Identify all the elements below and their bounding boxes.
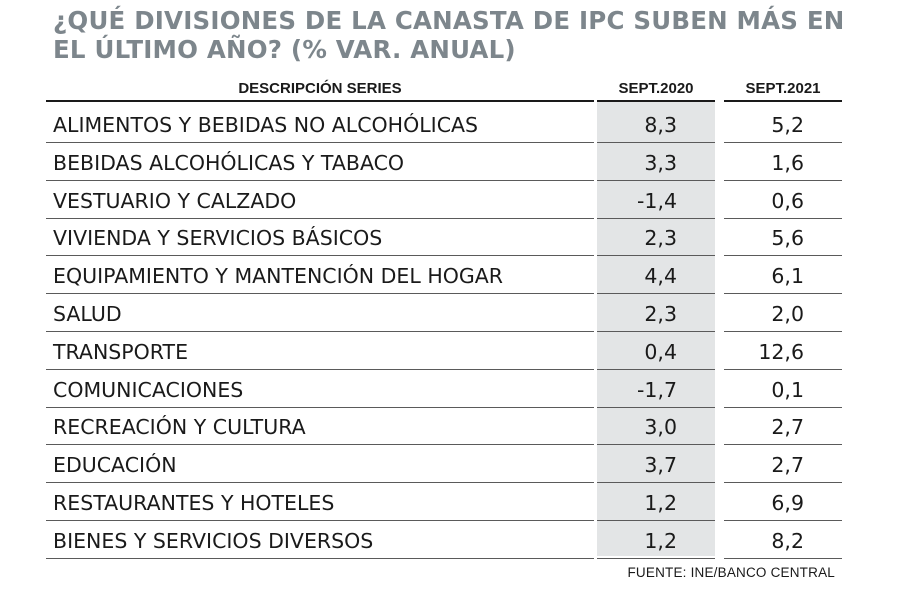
value-sept-2021: 12,6 xyxy=(758,339,804,364)
value-sept-2021: 2,7 xyxy=(771,415,804,440)
table-row: SALUD 2,3 2,0 xyxy=(46,294,842,332)
row-divider xyxy=(724,557,842,559)
row-label: SALUD xyxy=(53,302,122,326)
row-divider xyxy=(597,331,715,332)
value-sept-2020: 1,2 xyxy=(644,491,677,515)
value-sept-2020: 3,7 xyxy=(644,453,677,478)
column-header-sept-2021: SEPT.2021 xyxy=(745,80,821,97)
value-sept-2021: 6,1 xyxy=(771,264,804,289)
row-divider xyxy=(724,293,842,295)
value-sept-2021: 0,1 xyxy=(771,377,804,402)
table-row: TRANSPORTE 0,4 12,6 xyxy=(46,332,842,370)
value-sept-2020: 8,3 xyxy=(644,113,677,137)
value-sept-2021: 5,2 xyxy=(771,113,804,137)
row-divider xyxy=(724,331,842,332)
row-divider xyxy=(46,520,594,521)
value-sept-2021: 0,6 xyxy=(771,188,804,213)
row-divider xyxy=(724,406,842,408)
column-header-sept-2020: SEPT.2020 xyxy=(618,80,694,97)
value-sept-2020: 1,2 xyxy=(644,528,677,553)
value-sept-2020: -1,7 xyxy=(637,377,677,402)
row-divider xyxy=(724,368,842,370)
value-sept-2020: -1,4 xyxy=(637,188,677,213)
row-divider xyxy=(597,293,715,295)
column-header-description: DESCRIPCIÓN SERIES xyxy=(238,80,402,97)
row-divider xyxy=(724,520,842,521)
value-sept-2020: 2,3 xyxy=(644,226,677,251)
table-row: EQUIPAMIENTO Y MANTENCIÓN DEL HOGAR 4,4 6,… xyxy=(46,256,842,295)
row-divider xyxy=(597,557,715,559)
row-divider xyxy=(46,293,594,295)
table-row: COMUNICACIONES -1,7 0,1 xyxy=(46,370,842,408)
table-row: VESTUARIO Y CALZADO -1,4 0,6 xyxy=(46,181,842,219)
value-sept-2021: 2,7 xyxy=(771,453,804,478)
row-label: VIVIENDA Y SERVICIOS BÁSICOS xyxy=(53,226,383,251)
row-divider xyxy=(597,179,715,181)
row-label: BIENES Y SERVICIOS DIVERSOS xyxy=(53,528,374,553)
row-divider xyxy=(724,142,842,143)
row-divider xyxy=(724,444,842,446)
row-divider xyxy=(46,142,594,143)
row-divider xyxy=(46,217,594,219)
row-label: RESTAURANTES Y HOTELES xyxy=(53,491,335,515)
value-sept-2021: 8,2 xyxy=(771,528,804,553)
header-rule-sept-2020 xyxy=(597,100,715,102)
value-sept-2020: 2,3 xyxy=(644,302,677,326)
row-divider xyxy=(597,444,715,446)
row-divider xyxy=(597,406,715,408)
row-divider xyxy=(597,217,715,219)
table-row: BIENES Y SERVICIOS DIVERSOS 1,2 8,2 xyxy=(46,521,842,559)
source-note: FUENTE: INE/BANCO CENTRAL xyxy=(627,565,835,580)
row-divider xyxy=(597,255,715,257)
row-label: EDUCACIÓN xyxy=(53,453,177,478)
row-divider xyxy=(597,520,715,521)
header-rule-description xyxy=(46,100,594,102)
table-row: VIVIENDA Y SERVICIOS BÁSICOS 2,3 5,6 xyxy=(46,218,842,257)
row-divider xyxy=(597,142,715,143)
table-row: RECREACIÓN Y CULTURA 3,0 2,7 xyxy=(46,407,842,446)
value-sept-2021: 5,6 xyxy=(771,226,804,251)
value-sept-2020: 3,0 xyxy=(644,415,677,440)
row-divider xyxy=(46,368,594,370)
chart-title: ¿QUÉ DIVISIONES DE LA CANASTA DE IPC SUB… xyxy=(53,6,845,64)
row-label: VESTUARIO Y CALZADO xyxy=(53,188,297,213)
value-sept-2020: 4,4 xyxy=(644,264,677,289)
table-row: BEBIDAS ALCOHÓLICAS Y TABACO 3,3 1,6 xyxy=(46,143,842,181)
value-sept-2020: 3,3 xyxy=(644,150,677,175)
row-divider xyxy=(724,179,842,181)
row-divider xyxy=(46,482,594,484)
row-divider xyxy=(46,406,594,408)
row-divider xyxy=(46,331,594,332)
table-row: RESTAURANTES Y HOTELES 1,2 6,9 xyxy=(46,483,842,521)
row-label: EQUIPAMIENTO Y MANTENCIÓN DEL HOGAR xyxy=(53,264,504,289)
row-label: BEBIDAS ALCOHÓLICAS Y TABACO xyxy=(53,150,405,175)
value-sept-2020: 0,4 xyxy=(644,339,677,364)
row-divider xyxy=(46,557,594,559)
row-label: COMUNICACIONES xyxy=(53,377,244,402)
value-sept-2021: 2,0 xyxy=(771,302,804,326)
row-divider xyxy=(597,482,715,484)
row-label: RECREACIÓN Y CULTURA xyxy=(53,415,306,440)
row-divider xyxy=(597,368,715,370)
row-divider xyxy=(724,482,842,484)
row-divider xyxy=(46,179,594,181)
row-divider xyxy=(46,255,594,257)
table-row: ALIMENTOS Y BEBIDAS NO ALCOHÓLICAS 8,3 5,2 xyxy=(46,105,842,143)
table-row: EDUCACIÓN 3,7 2,7 xyxy=(46,445,842,484)
row-divider xyxy=(724,255,842,257)
row-label: ALIMENTOS Y BEBIDAS NO ALCOHÓLICAS xyxy=(53,113,479,137)
value-sept-2021: 1,6 xyxy=(771,150,804,175)
value-sept-2021: 6,9 xyxy=(771,491,804,515)
row-divider xyxy=(724,217,842,219)
row-label: TRANSPORTE xyxy=(53,339,189,364)
sept-2020-column-shading xyxy=(597,102,715,556)
row-divider xyxy=(46,444,594,446)
header-rule-sept-2021 xyxy=(724,100,842,102)
